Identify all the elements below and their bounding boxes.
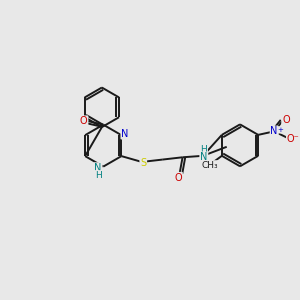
Text: N: N [271, 126, 278, 136]
Text: O: O [80, 116, 88, 126]
Text: S: S [140, 158, 146, 167]
Text: N: N [94, 163, 102, 173]
Text: O: O [282, 115, 290, 125]
Text: CH₃: CH₃ [201, 161, 218, 170]
Text: O⁻: O⁻ [287, 134, 299, 144]
Text: N: N [121, 129, 129, 139]
Text: H: H [200, 146, 207, 154]
Text: H: H [95, 171, 101, 180]
Text: N: N [200, 152, 208, 162]
Text: +: + [278, 127, 284, 133]
Text: O: O [174, 173, 182, 183]
